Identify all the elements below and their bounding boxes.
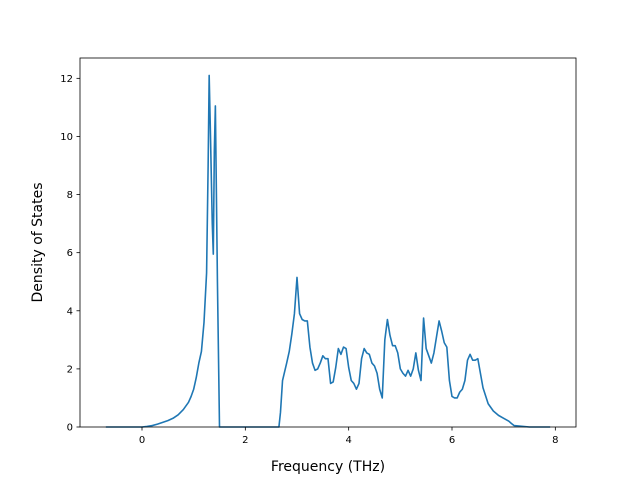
x-axis: 0 2 4 6 8 bbox=[139, 427, 559, 446]
y-axis-label: Density of States bbox=[30, 183, 46, 303]
y-tick-label: 12 bbox=[60, 74, 73, 85]
x-tick-label: 0 bbox=[139, 435, 145, 446]
y-tick-label: 2 bbox=[67, 364, 73, 375]
axes-frame bbox=[79, 57, 577, 428]
y-tick-label: 8 bbox=[67, 190, 73, 201]
y-axis: 0 2 4 6 8 10 12 bbox=[60, 74, 80, 434]
y-tick-label: 10 bbox=[60, 132, 73, 143]
dos-series-line bbox=[105, 74, 551, 428]
plot-area bbox=[105, 74, 551, 428]
x-axis-label: Frequency (THz) bbox=[271, 459, 385, 475]
x-tick-label: 6 bbox=[449, 435, 455, 446]
y-tick-label: 4 bbox=[67, 306, 73, 317]
y-tick-label: 6 bbox=[67, 248, 73, 259]
x-tick-label: 8 bbox=[552, 435, 558, 446]
x-tick-label: 2 bbox=[242, 435, 248, 446]
y-tick-label: 0 bbox=[67, 423, 73, 434]
x-tick-label: 4 bbox=[345, 435, 351, 446]
